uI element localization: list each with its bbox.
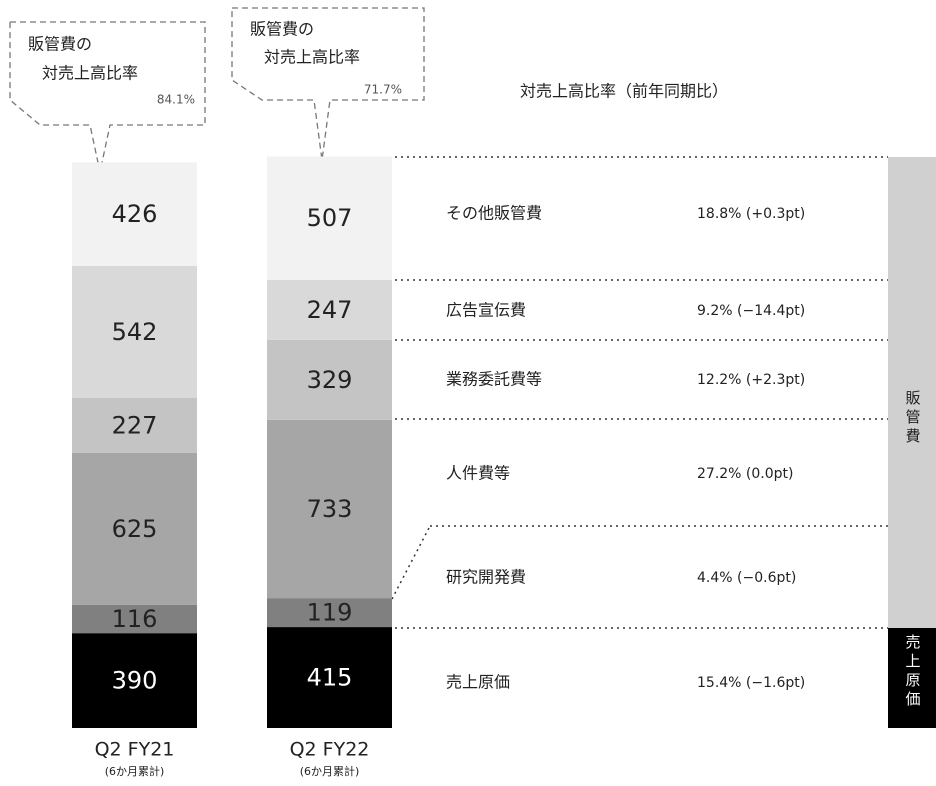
value-label: 329 <box>307 366 353 394</box>
callout-text: 販管費の <box>28 35 92 54</box>
value-label: 733 <box>307 495 353 523</box>
callout-box <box>231 7 425 161</box>
value-label: 507 <box>307 204 353 232</box>
callout-ratio: 84.1% <box>157 93 195 107</box>
ratio-label: 4.4% (−0.6pt) <box>697 570 796 586</box>
group-band <box>888 157 936 628</box>
legend-label: 人件費等 <box>446 464 510 483</box>
value-label: 227 <box>112 411 158 439</box>
bar-segment <box>267 339 392 420</box>
legend-label: その他販管費 <box>446 204 542 223</box>
category-note: (6か月累計) <box>300 764 360 778</box>
value-label: 415 <box>307 664 353 692</box>
ratio-label: 12.2% (+2.3pt) <box>697 372 805 388</box>
callout-text: 販管費の <box>250 20 314 39</box>
bar-segment <box>72 633 197 728</box>
ratio-label: 18.8% (+0.3pt) <box>697 206 805 222</box>
divider <box>391 156 888 629</box>
bar-segment <box>267 627 392 728</box>
value-label: 247 <box>307 296 353 324</box>
category-note: (6か月累計) <box>105 764 165 778</box>
bar-segment <box>267 598 392 628</box>
legend-label: 広告宣伝費 <box>446 301 526 320</box>
group-label: 売上原価 <box>904 634 922 710</box>
legend-label: 売上原価 <box>446 673 510 692</box>
x-tick-label: Q2 FY21 <box>95 739 175 761</box>
bar-segment <box>72 604 197 634</box>
value-label: 625 <box>112 515 158 543</box>
group-label: 販管費 <box>904 390 922 447</box>
bar-segment <box>72 452 197 605</box>
callout-text: 対売上高比率 <box>42 64 138 83</box>
ratio-label: 9.2% (−14.4pt) <box>697 303 805 319</box>
legend-label: 研究開発費 <box>446 568 526 587</box>
ratio-label: 27.2% (0.0pt) <box>697 466 794 482</box>
ratio-header: 対売上高比率（前年同期比） <box>520 82 728 101</box>
ratio-label: 15.4% (−1.6pt) <box>697 675 805 691</box>
value-label: 119 <box>307 599 353 627</box>
bar-segment <box>72 265 197 398</box>
value-label: 426 <box>112 200 158 228</box>
value-label: 390 <box>112 667 158 695</box>
x-tick-label: Q2 FY22 <box>290 739 370 761</box>
legend-label: 業務委託費等 <box>446 370 542 389</box>
callout-ratio: 71.7% <box>364 83 402 97</box>
value-label: 116 <box>112 605 158 633</box>
group-band <box>888 628 936 728</box>
bar-segment <box>72 397 197 453</box>
value-label: 542 <box>112 318 158 346</box>
bar-segment <box>267 419 392 599</box>
bar-segment <box>72 162 197 266</box>
bar-segment <box>267 156 392 280</box>
bar-segment <box>267 279 392 340</box>
callout-text: 対売上高比率 <box>264 48 360 67</box>
